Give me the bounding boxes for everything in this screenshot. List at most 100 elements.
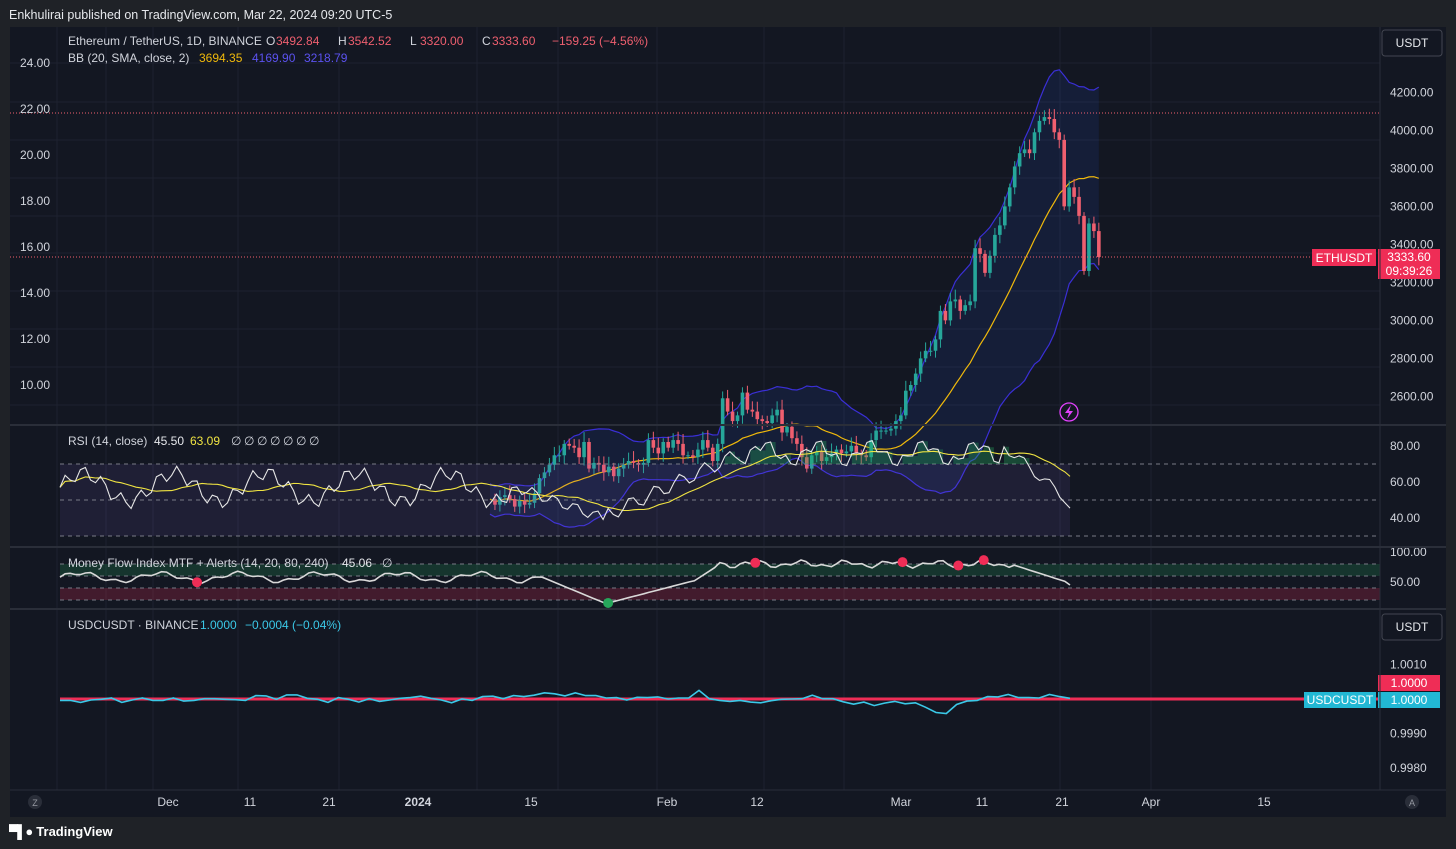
candle-body [928,350,933,352]
mfi-sell-dot [750,557,761,568]
time-label: 11 [244,795,257,809]
left-axis-label: 18.00 [20,194,50,208]
rsi-line [59,440,1071,521]
candle-body [517,500,522,507]
rsi-axis-label: 80.00 [1390,439,1420,453]
time-label: 12 [750,795,764,809]
right-axis-label: 4000.00 [1390,123,1434,137]
ohlc-value-H: 3542.52 [348,34,392,48]
ohlc-value-C: 3333.60 [492,34,536,48]
tradingview-logo[interactable]: ▀▌● TradingView [9,824,113,839]
mfi-axis: 100.00 50.00 [1390,545,1427,589]
candle-body [666,441,670,448]
price-tag-bg [1378,249,1440,279]
rsi-axis: 80.00 60.00 40.00 [1390,439,1420,525]
candle-body [661,441,666,454]
rsi-pane[interactable]: RSI (14, close) 45.50 63.09 ∅ ∅ ∅ ∅ ∅ ∅ ∅ 80.0… [59,434,1420,537]
rsi-value: 45.50 [154,434,184,448]
ohlc-value-O: 3492.84 [276,34,320,48]
candle-body [780,409,784,433]
candle-body [626,460,631,465]
candle-body [973,248,977,302]
candle-body [933,339,938,351]
candle-body [572,445,576,448]
time-label: Mar [891,795,912,809]
currency-button-label[interactable]: USDT [1396,36,1429,50]
lightning-icon[interactable] [1059,402,1079,422]
ohlc-key-O: O [266,34,275,48]
main-pane[interactable]: Ethereum / TetherUS, 1D, BINANCE O 3492.8… [10,29,1443,528]
candle-body [790,426,794,439]
candle-body [854,445,859,454]
candle-body [552,455,557,465]
candle-body [923,350,928,359]
usdc-currency-frame[interactable] [1381,613,1443,641]
usdc-axis: 1.0010 0.9990 0.9980 [1390,658,1427,776]
usdc-price-tag-bg [1378,692,1440,708]
bb-upper-line [489,69,1100,488]
left-axis-label: 24.00 [20,56,50,70]
mfi-null: ∅ [382,556,392,570]
a-button-bg[interactable] [1405,795,1419,809]
candle-body [532,493,537,503]
right-price-axis[interactable]: 4200.004000.003800.003600.003400.003200.… [1390,85,1434,403]
brand-name: TradingView [36,824,113,839]
currency-button[interactable]: USDT [1381,29,1443,57]
candle-body [953,299,958,302]
ohlc-key-L: L [410,34,417,48]
log-scale-toggle[interactable]: Z [28,795,42,809]
candle-body [686,455,690,457]
z-button-bg[interactable] [28,795,42,809]
candle-body [800,443,804,458]
bb-lower-line [489,262,1100,528]
usdc-pane[interactable]: USDCUSDT · BINANCE 1.0000 −0.0004 (−0.04… [60,613,1443,776]
candle-body [978,248,982,254]
usdc-currency-label[interactable]: USDT [1396,620,1429,634]
currency-button-frame[interactable] [1381,29,1443,57]
a-button[interactable]: A [1409,798,1415,808]
mfi-pane[interactable]: Money Flow Index MTF + Alerts (14, 20, 8… [59,545,1427,608]
alert-bolt[interactable] [1065,405,1073,419]
time-label: 15 [524,795,538,809]
right-axis-label: 3400.00 [1390,237,1434,251]
auto-scale-toggle[interactable]: A [1405,795,1419,809]
candle-body [720,398,725,444]
candle-body [602,464,606,473]
chart-container[interactable]: Ethereum / TetherUS, 1D, BINANCE O 3492.8… [10,27,1446,817]
candle-body [998,225,1002,235]
candle-body [874,430,878,441]
candle-body [493,498,497,505]
candle-body [701,440,705,450]
candle-body [1062,139,1066,207]
usdc-axis-label: 0.9990 [1390,727,1427,741]
price-tag-value: 3333.60 [1387,250,1431,264]
time-label: 11 [976,795,989,809]
right-axis-label: 4200.00 [1390,85,1434,99]
time-axis[interactable]: Dec 11 21 2024 15 Feb 12 Mar 11 21 Apr 15 Z A [10,789,1446,809]
alert-circle[interactable] [1059,402,1079,422]
candle-body [503,495,507,498]
chart-svg[interactable]: Ethereum / TetherUS, 1D, BINANCE O 3492.8… [10,27,1446,817]
candle-body [988,255,992,273]
candle-body [1072,187,1076,197]
candle-body [706,440,710,448]
footer: ▀▌● TradingView [0,817,1456,849]
candle-body [715,443,720,461]
right-axis-label: 3600.00 [1390,199,1434,213]
candle-body [1092,223,1096,232]
z-button[interactable]: Z [32,798,38,808]
tradingview-logo-icon: ▀▌● [9,824,33,839]
symbol-tag-bg [1312,249,1376,266]
candle-body [824,457,829,461]
candle-body [671,440,675,448]
usdc-currency-button[interactable]: USDT [1381,613,1443,641]
candle-body [621,464,626,469]
candle-body [656,447,661,454]
usdc-price-tag: 1.0000 [1391,693,1428,707]
rsi-axis-label: 40.00 [1390,511,1420,525]
left-price-axis: 24.00 22.00 20.00 18.00 16.00 14.00 12.00 10.00 [20,56,50,392]
mfi-sell-dot [978,555,989,566]
ohlc-change: −159.25 (−4.56%) [552,34,648,48]
rsi-label: RSI (14, close) [68,434,147,448]
candle-body [651,440,656,448]
